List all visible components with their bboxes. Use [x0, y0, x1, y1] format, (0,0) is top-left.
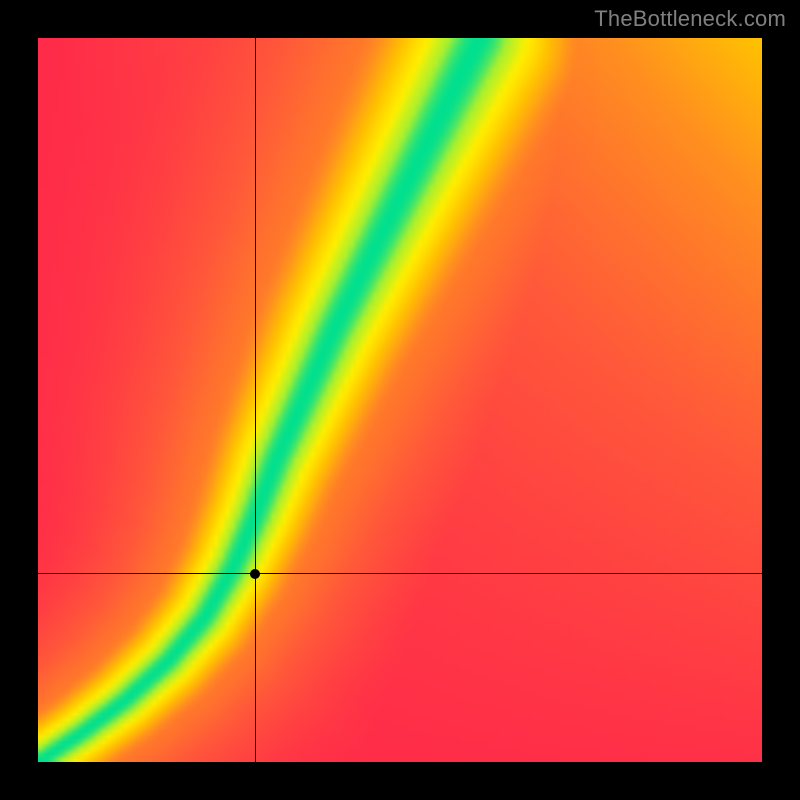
watermark-text: TheBottleneck.com: [594, 6, 786, 32]
crosshair-vertical: [255, 38, 256, 762]
bottleneck-heatmap: [38, 38, 762, 762]
chart-container: { "watermark": { "text": "TheBottleneck.…: [0, 0, 800, 800]
crosshair-dot: [250, 569, 260, 579]
crosshair-horizontal: [38, 573, 762, 574]
